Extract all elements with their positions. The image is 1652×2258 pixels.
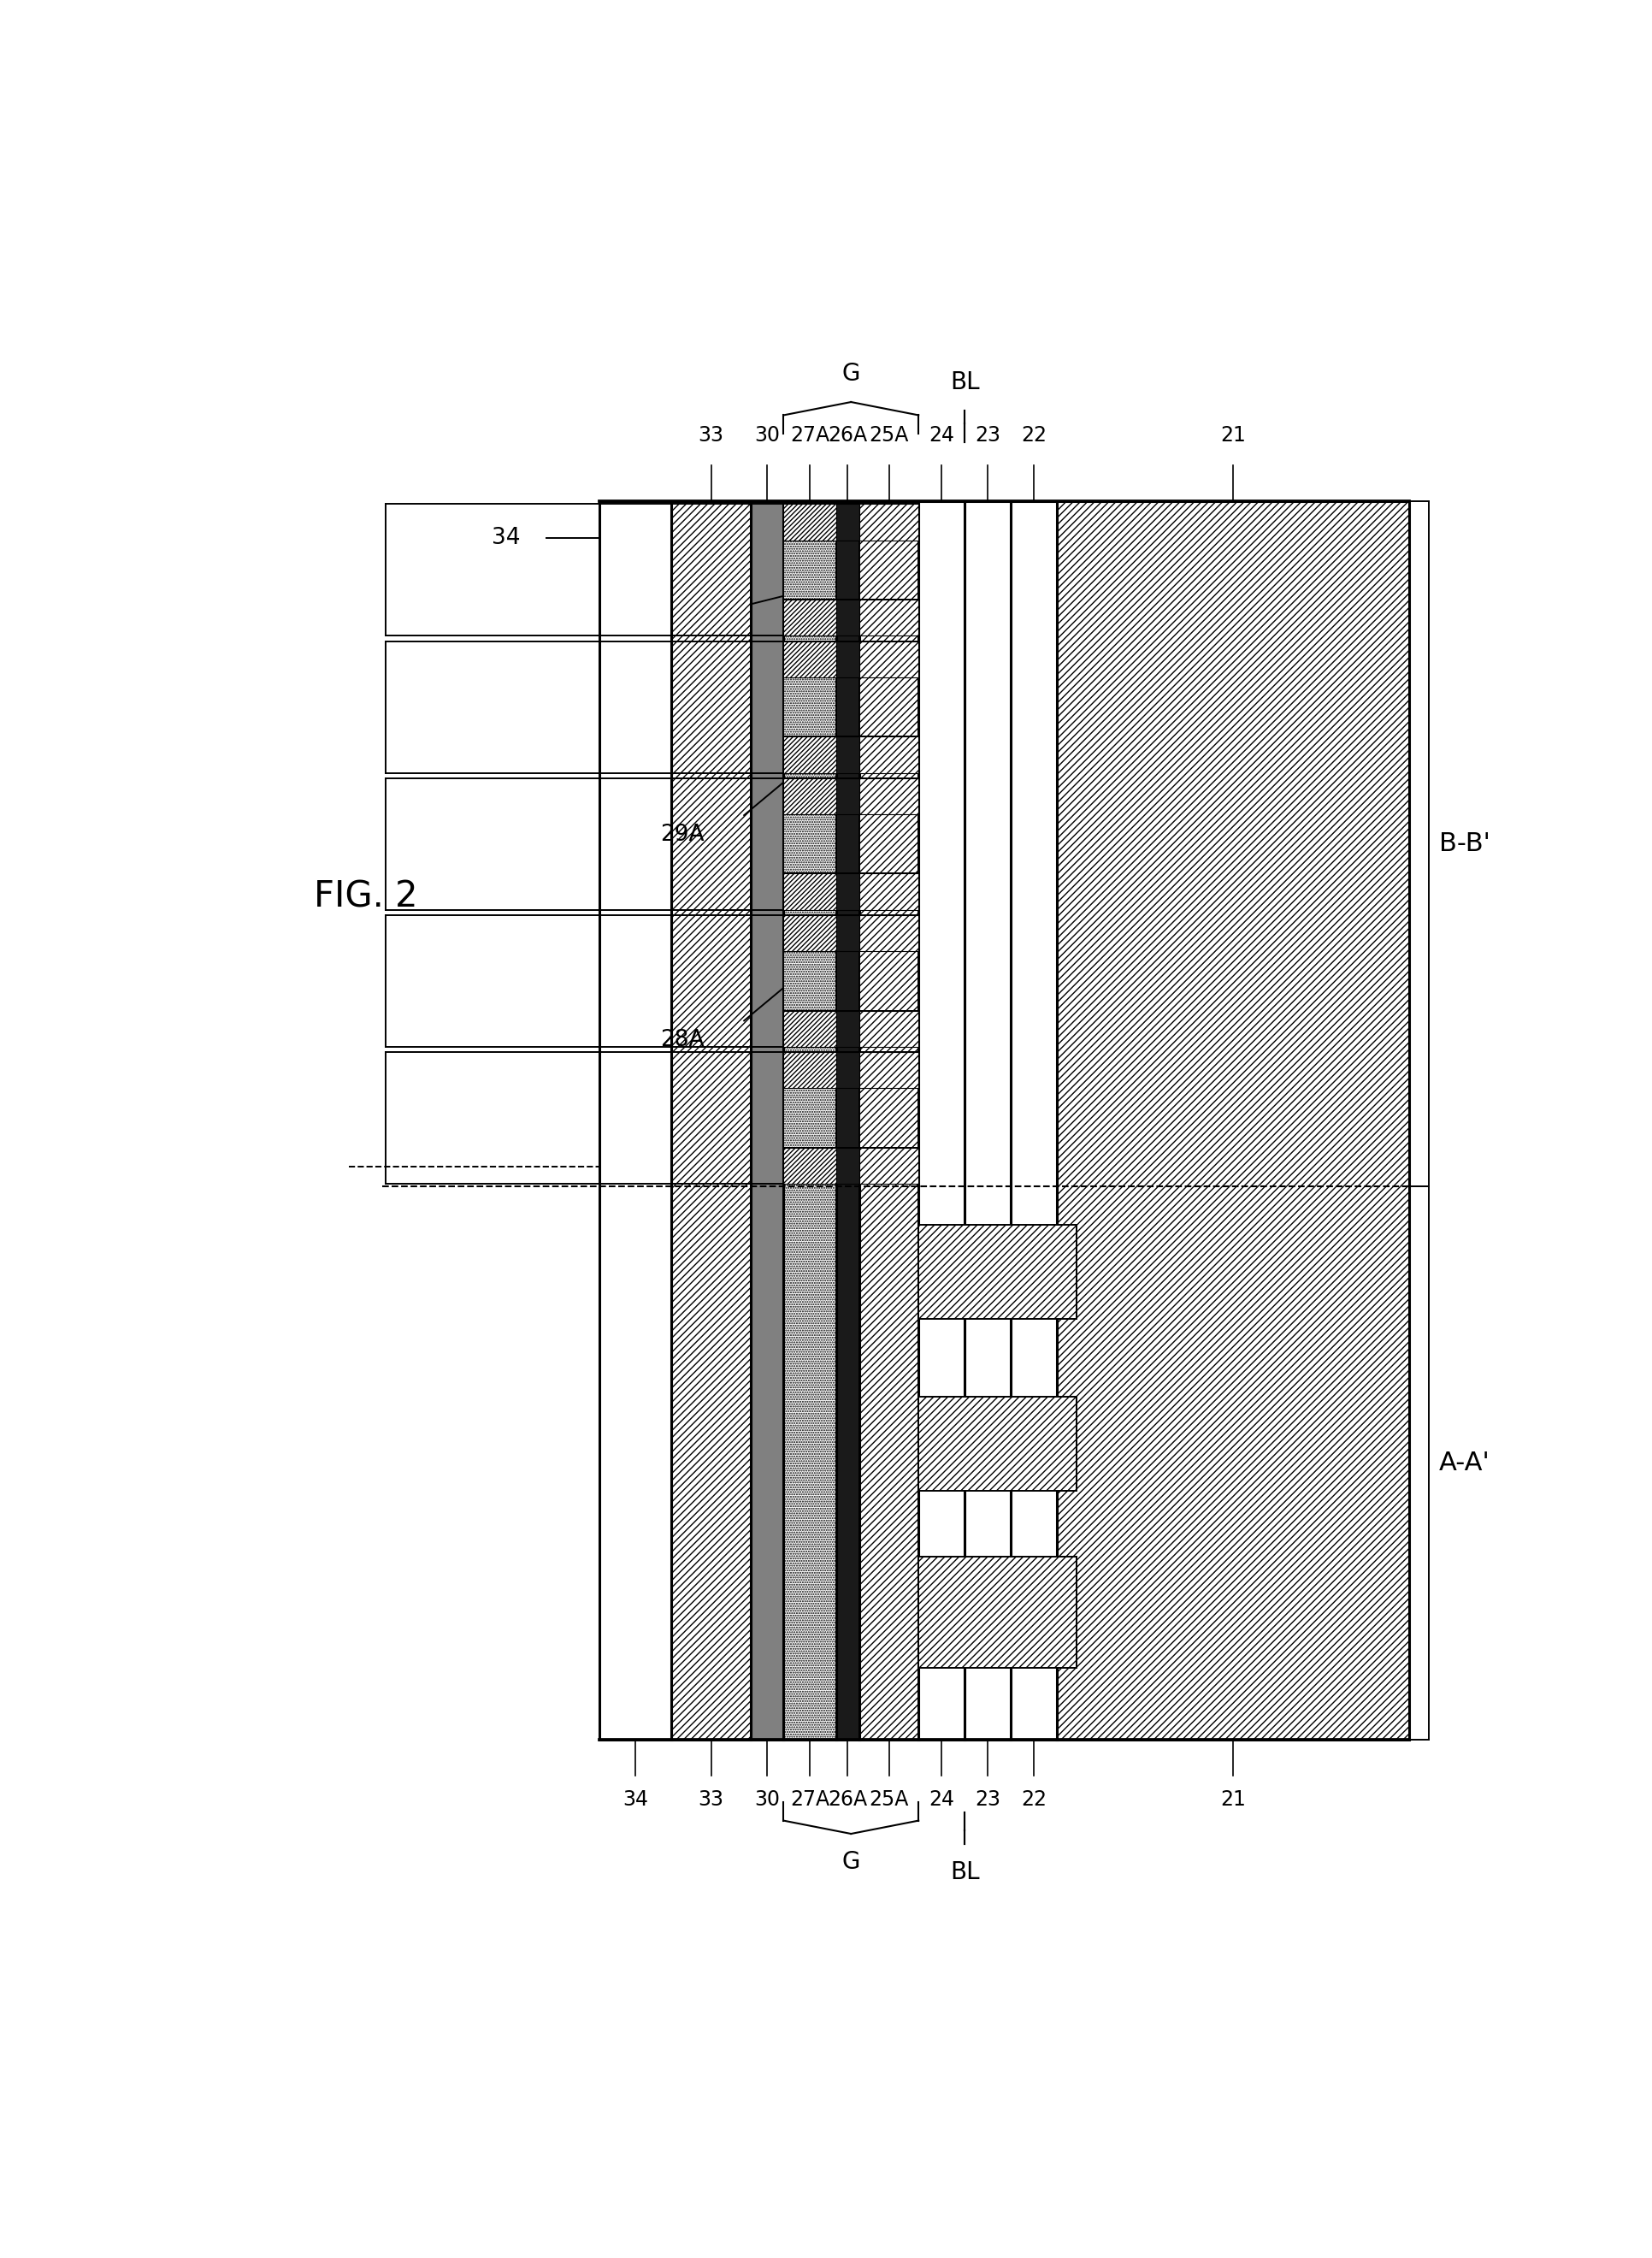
- Bar: [783, 601, 836, 637]
- Bar: [783, 677, 836, 736]
- Bar: [836, 677, 859, 736]
- Bar: [783, 874, 919, 910]
- Text: 33: 33: [697, 1788, 724, 1809]
- Bar: [783, 641, 836, 677]
- Text: 25A: 25A: [869, 425, 909, 445]
- Text: 26A: 26A: [828, 425, 867, 445]
- Text: B-B': B-B': [1437, 831, 1488, 856]
- Bar: [859, 1012, 919, 1048]
- Bar: [859, 601, 919, 637]
- Bar: [783, 815, 836, 874]
- Bar: [859, 1088, 919, 1147]
- Bar: [859, 874, 919, 910]
- Bar: [836, 951, 859, 1012]
- Bar: [783, 736, 836, 772]
- Bar: [783, 1088, 836, 1147]
- Bar: [859, 504, 919, 540]
- Bar: [836, 874, 859, 910]
- Bar: [859, 815, 919, 874]
- Bar: [859, 779, 919, 815]
- Text: 23: 23: [975, 425, 999, 445]
- Bar: [859, 501, 919, 1739]
- Text: 23: 23: [975, 1788, 999, 1809]
- Text: 25A: 25A: [869, 1788, 909, 1809]
- Text: BL: BL: [950, 370, 980, 395]
- Bar: [836, 914, 859, 951]
- Bar: [1056, 501, 1408, 1739]
- Text: 29A: 29A: [661, 824, 704, 847]
- Text: 24: 24: [928, 1788, 953, 1809]
- Bar: [836, 540, 859, 601]
- Text: 26A: 26A: [828, 1788, 867, 1809]
- Bar: [836, 1012, 859, 1048]
- Bar: [783, 736, 919, 772]
- Text: 21: 21: [1219, 1788, 1246, 1809]
- Bar: [859, 914, 919, 951]
- Bar: [1009, 501, 1056, 1739]
- Bar: [919, 501, 965, 1739]
- Bar: [783, 951, 836, 1012]
- Bar: [600, 501, 671, 1739]
- Bar: [836, 779, 859, 815]
- Text: A-A': A-A': [1437, 1450, 1488, 1474]
- Bar: [919, 1226, 1075, 1319]
- Bar: [783, 914, 836, 951]
- Bar: [836, 504, 859, 540]
- Bar: [836, 736, 859, 772]
- Text: 27A: 27A: [790, 1788, 829, 1809]
- Bar: [783, 874, 836, 910]
- Text: 34: 34: [623, 1788, 648, 1809]
- Text: 28A: 28A: [661, 1030, 704, 1052]
- Bar: [859, 736, 919, 772]
- Bar: [783, 601, 919, 637]
- Bar: [783, 1147, 836, 1183]
- Bar: [965, 501, 1009, 1739]
- Text: 31: 31: [836, 576, 864, 598]
- Bar: [750, 501, 783, 1739]
- Bar: [859, 951, 919, 1012]
- Bar: [859, 1052, 919, 1088]
- Bar: [783, 779, 836, 815]
- Bar: [783, 1052, 836, 1088]
- Bar: [783, 1012, 919, 1048]
- Bar: [671, 501, 750, 1739]
- Bar: [836, 1052, 859, 1088]
- Text: 21: 21: [1219, 425, 1246, 445]
- Bar: [836, 1088, 859, 1147]
- Text: BL: BL: [950, 1861, 980, 1883]
- Text: 27A: 27A: [790, 425, 829, 445]
- Text: FIG. 2: FIG. 2: [314, 878, 418, 914]
- Bar: [919, 1398, 1075, 1490]
- Text: 22: 22: [1021, 1788, 1046, 1809]
- Bar: [783, 1052, 919, 1088]
- Bar: [783, 1012, 836, 1048]
- Bar: [836, 501, 859, 1739]
- Bar: [783, 540, 836, 601]
- Bar: [859, 677, 919, 736]
- Text: 33: 33: [697, 425, 724, 445]
- Bar: [783, 641, 919, 677]
- Bar: [783, 504, 919, 540]
- Text: 22: 22: [1021, 425, 1046, 445]
- Text: G: G: [841, 361, 859, 386]
- Text: G: G: [841, 1849, 859, 1874]
- Text: 24: 24: [928, 425, 953, 445]
- Bar: [859, 540, 919, 601]
- Bar: [859, 641, 919, 677]
- Bar: [783, 504, 836, 540]
- Bar: [783, 501, 836, 1739]
- Bar: [836, 601, 859, 637]
- Bar: [859, 1147, 919, 1183]
- Bar: [836, 1147, 859, 1183]
- Bar: [836, 641, 859, 677]
- Bar: [783, 914, 919, 951]
- Bar: [783, 1147, 919, 1183]
- Bar: [836, 815, 859, 874]
- Text: 30: 30: [753, 1788, 780, 1809]
- Bar: [919, 1558, 1075, 1669]
- Bar: [783, 779, 919, 815]
- Text: 30: 30: [753, 425, 780, 445]
- Text: 34: 34: [491, 526, 520, 549]
